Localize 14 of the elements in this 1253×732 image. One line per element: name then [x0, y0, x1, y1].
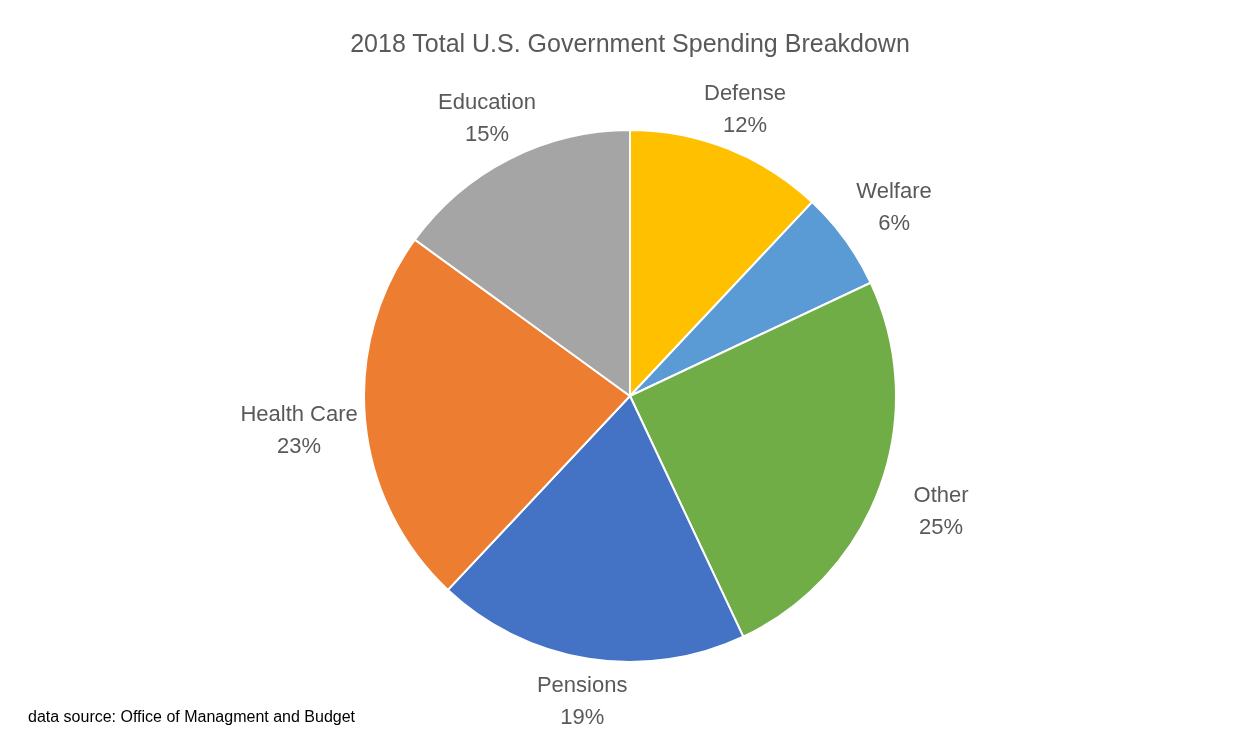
- data-label: 6%: [878, 210, 910, 236]
- data-label: 23%: [277, 433, 322, 459]
- source-note: data source: Office of Managment and Budget: [28, 708, 356, 725]
- slice-label: Health Care: [240, 401, 358, 427]
- slice-label: Other: [913, 481, 969, 507]
- chart-title: 2018 Total U.S. Government Spending Breakdown: [350, 29, 910, 57]
- slice-label: Defense: [704, 79, 786, 105]
- slice-label: Welfare: [856, 178, 932, 204]
- slice-label: Pensions: [536, 671, 628, 697]
- data-label: 12%: [722, 111, 767, 137]
- data-label: 19%: [560, 703, 605, 729]
- data-label: 15%: [464, 121, 509, 147]
- slice-label: Education: [438, 89, 536, 115]
- data-label: 25%: [919, 513, 964, 539]
